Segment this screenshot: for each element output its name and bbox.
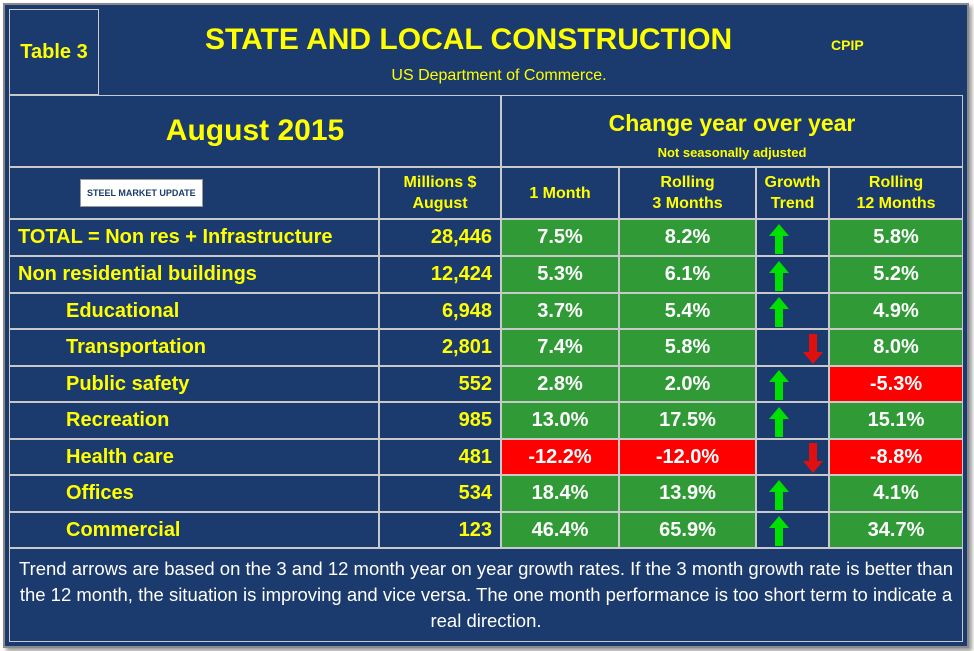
change-value: 5.2% bbox=[829, 256, 963, 293]
arrow-shape bbox=[803, 333, 823, 364]
change-value: 65.9% bbox=[619, 512, 756, 548]
footnote: Trend arrows are based on the 3 and 12 m… bbox=[9, 548, 963, 642]
column-header-line: Rolling bbox=[660, 174, 715, 191]
change-value: -12.2% bbox=[501, 439, 619, 475]
title: STATE AND LOCAL CONSTRUCTION bbox=[205, 23, 733, 56]
column-header: Rolling 3 Months bbox=[619, 167, 756, 219]
arrow-up bbox=[769, 516, 789, 546]
column-header-line: Growth bbox=[764, 174, 821, 191]
column-header-line: 12 Months bbox=[856, 195, 936, 212]
logo-cell: STEEL MARKET UPDATE bbox=[9, 167, 379, 219]
trend-cell bbox=[756, 475, 829, 512]
trend-cell bbox=[756, 219, 829, 256]
arrow-shape bbox=[769, 370, 789, 400]
tag: CPIP bbox=[831, 37, 864, 53]
millions: 985 bbox=[379, 402, 501, 439]
change-value: 7.4% bbox=[501, 329, 619, 366]
change-value: 4.1% bbox=[829, 475, 963, 512]
row-label: Educational bbox=[9, 293, 379, 329]
change-value: 4.9% bbox=[829, 293, 963, 329]
column-header-line: 3 Months bbox=[652, 195, 723, 212]
arrow-down bbox=[803, 333, 823, 364]
column-header-line: August bbox=[412, 195, 468, 212]
change-value: 3.7% bbox=[501, 293, 619, 329]
column-header-line: 1 Month bbox=[529, 184, 591, 202]
change-note: Not seasonally adjusted bbox=[657, 145, 807, 160]
arrow-shape bbox=[769, 406, 789, 437]
logo: STEEL MARKET UPDATE bbox=[80, 179, 203, 207]
change-value: 5.4% bbox=[619, 293, 756, 329]
arrow-up bbox=[769, 406, 789, 437]
change-header: Change year over year bbox=[608, 110, 856, 136]
change-value: 7.5% bbox=[501, 219, 619, 256]
millions: 28,446 bbox=[379, 219, 501, 256]
table-frame: Table 3 STATE AND LOCAL CONSTRUCTION CPI… bbox=[3, 3, 969, 648]
trend-cell bbox=[756, 329, 829, 366]
change-value: -8.8% bbox=[829, 439, 963, 475]
period: August 2015 bbox=[9, 95, 501, 167]
column-header: Rolling 12 Months bbox=[829, 167, 963, 219]
arrow-up bbox=[769, 260, 789, 291]
column-header-line: Trend bbox=[770, 195, 815, 212]
trend-cell bbox=[756, 293, 829, 329]
change-value: 18.4% bbox=[501, 475, 619, 512]
change-value: 46.4% bbox=[501, 512, 619, 548]
row-label: Offices bbox=[9, 475, 379, 512]
column-header-line: Rolling bbox=[868, 174, 924, 191]
arrow-shape bbox=[803, 443, 823, 473]
trend-cell bbox=[756, 366, 829, 402]
trend-cell bbox=[756, 402, 829, 439]
millions: 481 bbox=[379, 439, 501, 475]
row-label: Non residential buildings bbox=[9, 256, 379, 293]
column-header: Growth Trend bbox=[756, 167, 829, 219]
change-value: 5.8% bbox=[829, 219, 963, 256]
arrow-up bbox=[769, 297, 789, 327]
change-value: 6.1% bbox=[619, 256, 756, 293]
arrow-up bbox=[769, 370, 789, 400]
change-value: 8.2% bbox=[619, 219, 756, 256]
subtitle: US Department of Commerce. bbox=[391, 67, 607, 84]
change-value: -5.3% bbox=[829, 366, 963, 402]
millions: 2,801 bbox=[379, 329, 501, 366]
arrow-shape bbox=[769, 297, 789, 327]
row-label: Public safety bbox=[9, 366, 379, 402]
row-label: Recreation bbox=[9, 402, 379, 439]
change-value: 17.5% bbox=[619, 402, 756, 439]
column-header-line: Millions $ bbox=[403, 174, 477, 191]
arrow-shape bbox=[769, 260, 789, 291]
row-label: TOTAL = Non res + Infrastructure bbox=[9, 219, 379, 256]
table-label: Table 3 bbox=[9, 9, 99, 95]
change-value: 2.0% bbox=[619, 366, 756, 402]
row-label: Transportation bbox=[9, 329, 379, 366]
change-value: 13.0% bbox=[501, 402, 619, 439]
arrow-shape bbox=[769, 223, 789, 254]
millions: 12,424 bbox=[379, 256, 501, 293]
column-header: Millions $ August bbox=[379, 167, 501, 219]
column-header: 1 Month bbox=[501, 167, 619, 219]
change-value: 15.1% bbox=[829, 402, 963, 439]
trend-cell bbox=[756, 439, 829, 475]
millions: 552 bbox=[379, 366, 501, 402]
arrow-shape bbox=[769, 479, 789, 510]
change-header-box: Change year over year Not seasonally adj… bbox=[501, 95, 963, 167]
arrow-down bbox=[803, 443, 823, 473]
arrow-up bbox=[769, 479, 789, 510]
change-value: -12.0% bbox=[619, 439, 756, 475]
row-label: Health care bbox=[9, 439, 379, 475]
change-value: 5.8% bbox=[619, 329, 756, 366]
trend-cell bbox=[756, 512, 829, 548]
row-label: Commercial bbox=[9, 512, 379, 548]
change-value: 8.0% bbox=[829, 329, 963, 366]
change-value: 34.7% bbox=[829, 512, 963, 548]
arrow-up bbox=[769, 223, 789, 254]
arrow-shape bbox=[769, 516, 789, 546]
millions: 534 bbox=[379, 475, 501, 512]
change-value: 13.9% bbox=[619, 475, 756, 512]
change-value: 2.8% bbox=[501, 366, 619, 402]
trend-cell bbox=[756, 256, 829, 293]
millions: 123 bbox=[379, 512, 501, 548]
millions: 6,948 bbox=[379, 293, 501, 329]
change-value: 5.3% bbox=[501, 256, 619, 293]
